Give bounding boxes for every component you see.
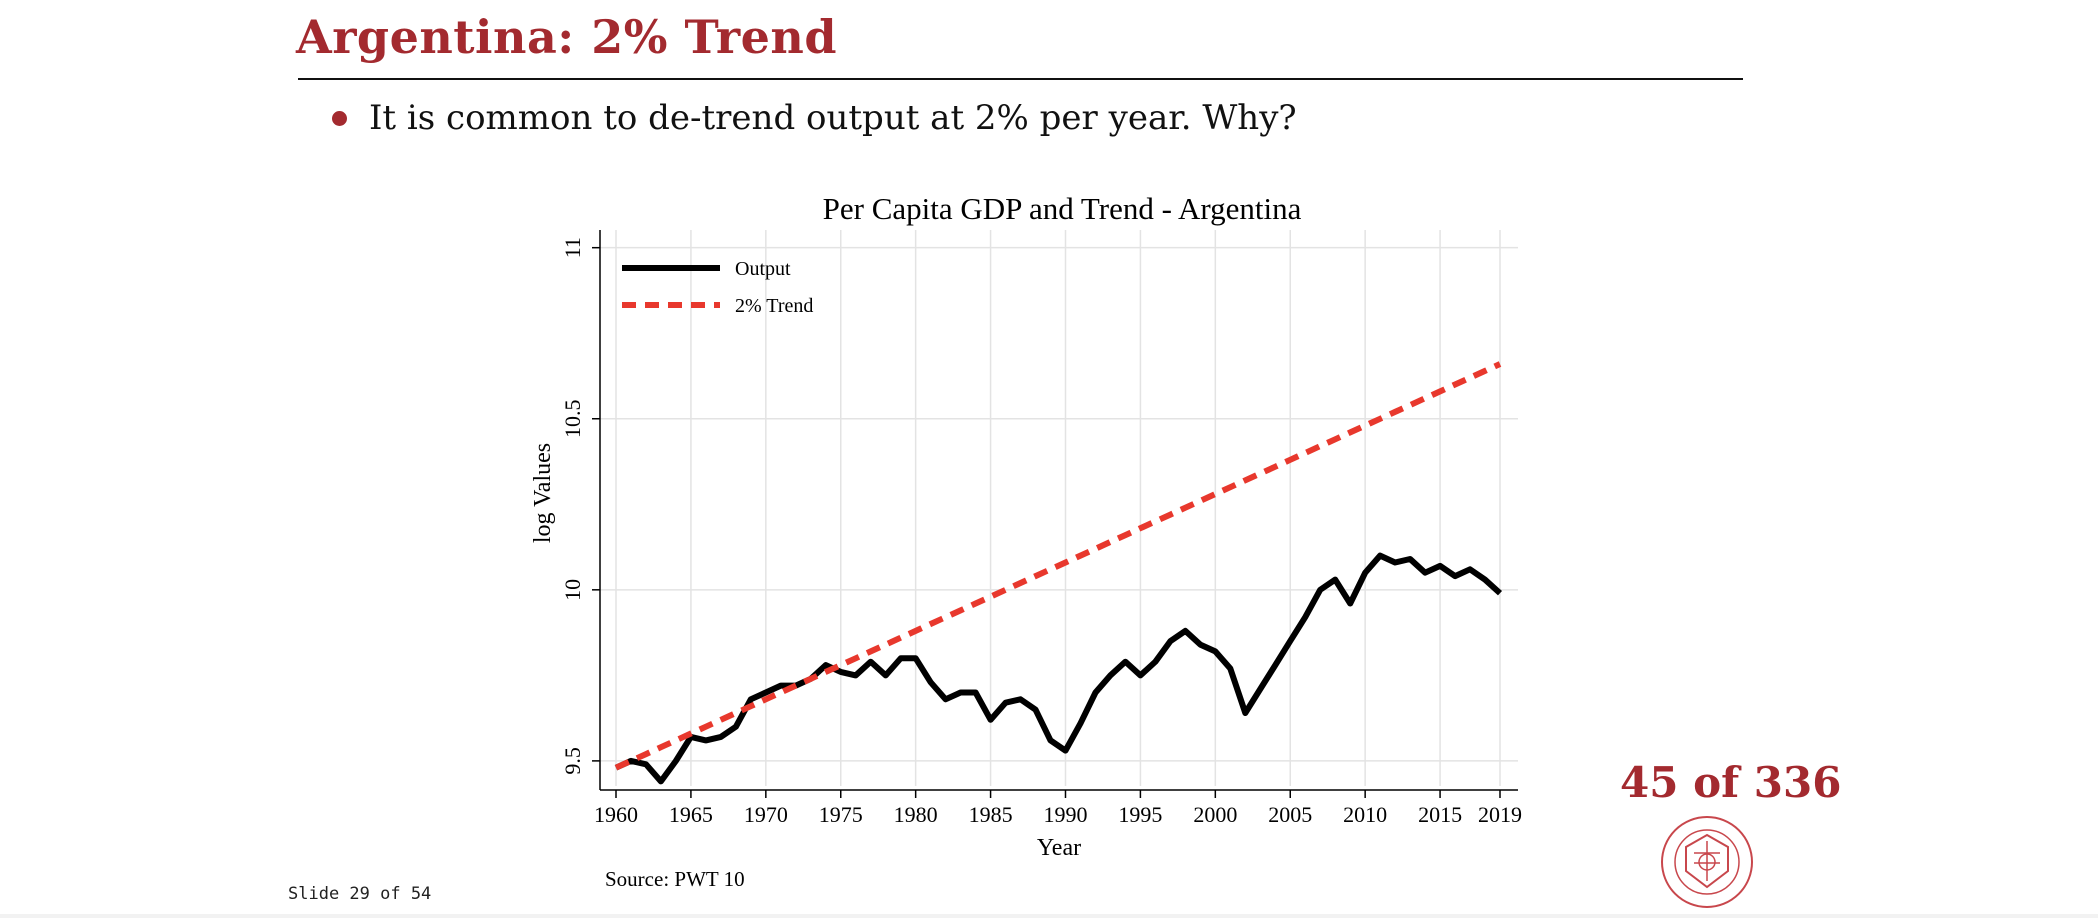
y-tick-label: 9.5 — [560, 747, 585, 775]
bullet-dot-icon — [332, 110, 347, 126]
y-tick-label: 11 — [560, 237, 585, 258]
x-tick-label: 1990 — [1043, 802, 1087, 827]
legend-label-trend: 2% Trend — [735, 295, 813, 317]
trend-series-line — [614, 361, 1502, 771]
x-tick-label: 1965 — [669, 802, 713, 827]
university-seal-icon — [1661, 816, 1753, 908]
bottom-divider — [0, 914, 2098, 918]
x-tick-label: 1980 — [894, 802, 938, 827]
x-tick-label: 1995 — [1118, 802, 1162, 827]
axes: 1960 1965 1970 1975 1980 1985 1990 1995 2000 2005… — [560, 230, 1522, 827]
x-tick-label: 1960 — [594, 802, 638, 827]
x-tick-label: 2019 — [1478, 802, 1522, 827]
x-tick-label: 1970 — [744, 802, 788, 827]
x-tick-label: 2000 — [1193, 802, 1237, 827]
slide-title: Argentina: 2% Trend — [296, 10, 837, 64]
page-count: 45 of 336 — [1620, 758, 1842, 807]
legend-label-output: Output — [735, 258, 791, 280]
chart-title: Per Capita GDP and Trend - Argentina — [823, 191, 1302, 226]
chart-source: Source: PWT 10 — [605, 867, 745, 891]
legend: Output 2% Trend — [622, 258, 813, 317]
y-tick-label: 10 — [560, 579, 585, 601]
x-axis-label: Year — [1037, 835, 1081, 861]
y-tick-label: 10.5 — [560, 400, 585, 439]
title-divider — [298, 78, 1743, 80]
bullet-point: It is common to de-trend output at 2% pe… — [332, 98, 1297, 138]
x-tick-label: 2015 — [1418, 802, 1462, 827]
series-lines — [614, 361, 1503, 785]
output-series-line — [614, 552, 1503, 785]
slide-counter: Slide 29 of 54 — [288, 884, 432, 904]
x-tick-label: 2005 — [1268, 802, 1312, 827]
x-tick-label: 2010 — [1343, 802, 1387, 827]
x-tick-label: 1975 — [819, 802, 863, 827]
x-tick-label: 1985 — [969, 802, 1013, 827]
y-axis-label: log Values — [530, 443, 556, 543]
bullet-text: It is common to de-trend output at 2% pe… — [369, 98, 1297, 138]
